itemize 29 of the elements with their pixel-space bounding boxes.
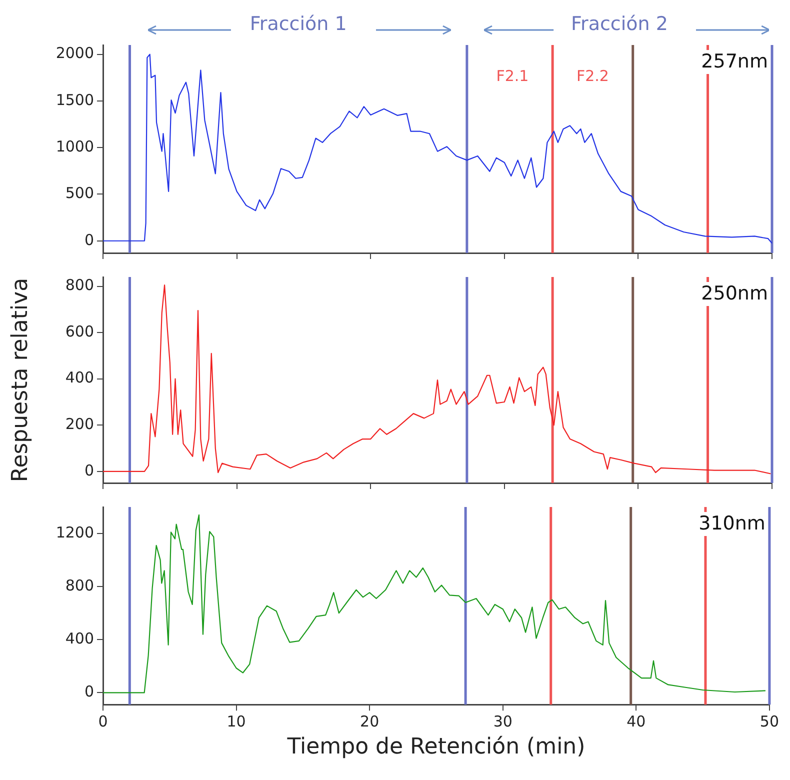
text: Fracción 2 — [570, 12, 668, 35]
annotation: F2.1 — [496, 66, 529, 85]
x-axis-title: Tiempo de Retención (min) — [286, 734, 586, 760]
x-tick-label: 20 — [360, 712, 380, 730]
y-tick-label: 0 — [84, 461, 94, 480]
y-tick-label: 0 — [84, 682, 94, 701]
text: Fracción 1 — [250, 12, 347, 35]
y-tick-label: 400 — [65, 630, 94, 648]
y-tick-label: 600 — [65, 322, 94, 340]
x-tick-label: 0 — [98, 712, 108, 730]
x-tick-label: 30 — [493, 712, 512, 730]
chart-title: 310nm — [698, 512, 766, 534]
x-tick-label: 10 — [226, 712, 246, 730]
y-tick-label: 800 — [65, 276, 94, 294]
y-tick-label: 500 — [65, 184, 94, 202]
x-tick-label: 40 — [626, 712, 646, 730]
y-tick-label: 1200 — [56, 523, 94, 542]
chart-title: 257nm — [701, 50, 768, 72]
y-tick-label: 1000 — [56, 137, 94, 156]
y-axis-title: Respuesta relativa — [8, 278, 33, 482]
annotation: F2.2 — [576, 66, 609, 85]
y-tick-label: 200 — [65, 415, 94, 434]
y-tick-label: 800 — [65, 576, 94, 594]
y-tick-label: 1500 — [56, 90, 94, 109]
x-tick-label: 50 — [760, 712, 780, 730]
y-tick-label: 2000 — [56, 44, 94, 62]
chart-title: 250nm — [701, 282, 768, 304]
y-tick-label: 0 — [84, 230, 94, 249]
y-tick-label: 400 — [65, 368, 94, 387]
